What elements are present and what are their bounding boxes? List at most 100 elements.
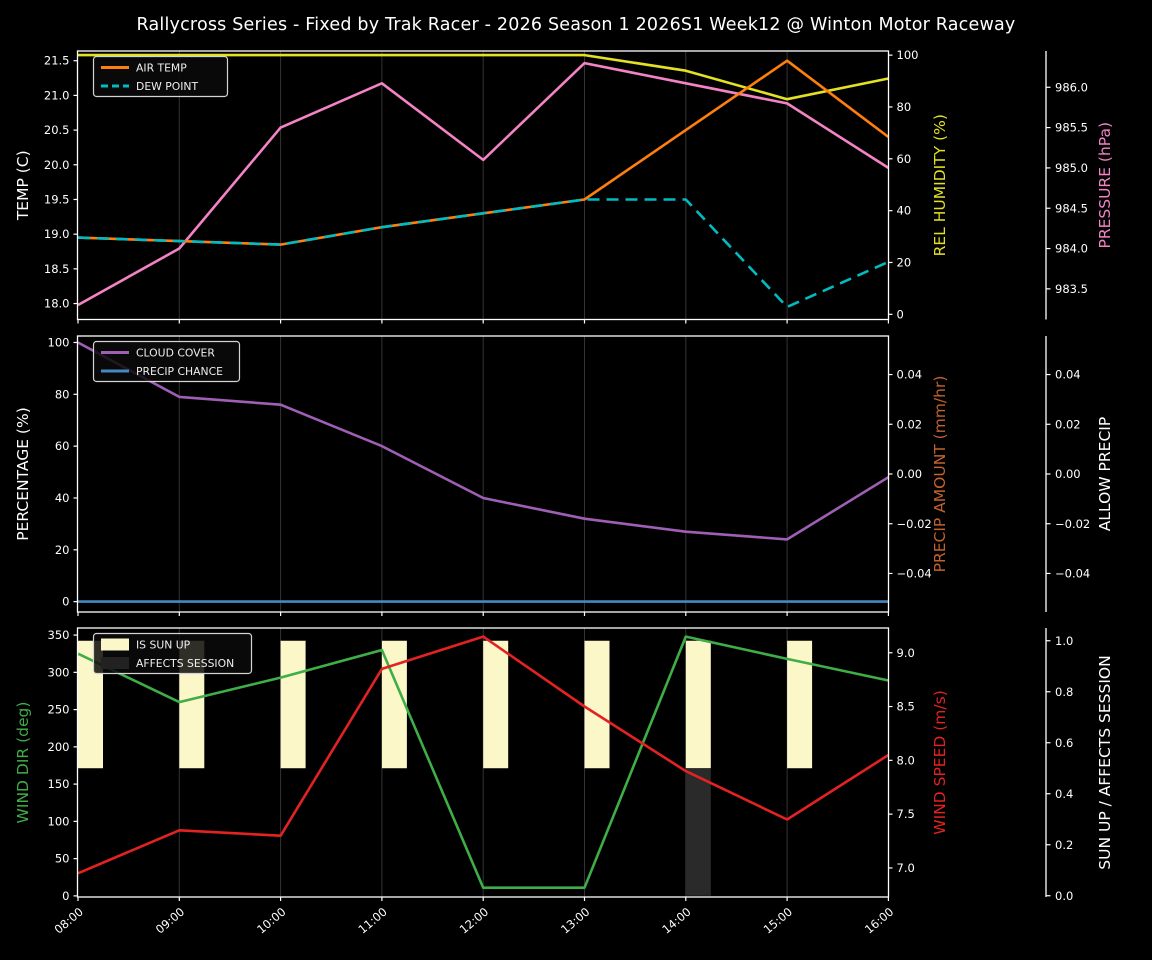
tick-label: 0.02 <box>1055 417 1081 431</box>
legend-box <box>92 632 253 675</box>
tick-label: 40 <box>897 204 912 218</box>
series-dew-point <box>77 198 889 309</box>
tick-label: −0.04 <box>1055 566 1090 580</box>
bar-is-sun-up <box>685 640 711 769</box>
tick-label: −0.04 <box>897 566 932 580</box>
tick-label: 19.0 <box>44 227 70 241</box>
axis-label-sun_session: SUN UP / AFFECTS SESSION <box>1096 655 1114 869</box>
tick-label: 80 <box>897 100 912 114</box>
axis-wind_dir: 350 300 250 200 150 100 50 0 WIND DIR (deg) <box>14 628 78 903</box>
tick-label: 0.04 <box>897 368 923 382</box>
legend-box <box>92 340 241 383</box>
chart-title: Rallycross Series - Fixed by Trak Racer … <box>136 15 1016 35</box>
legend-label-dew-point: DEW POINT <box>136 80 199 93</box>
tick-label: 0.00 <box>1055 467 1081 481</box>
tick-label: 984.5 <box>1055 201 1088 215</box>
series-wind-speed <box>77 635 890 875</box>
tick-label: 20 <box>897 256 912 270</box>
tick-label: 40 <box>55 491 70 505</box>
axis-label-wind_dir: WIND DIR (deg) <box>14 702 32 824</box>
axis-label-pressure: PRESSURE (hPa) <box>1096 122 1114 249</box>
legend-swatch-is-sun-up <box>101 638 129 651</box>
axis-label-precip_amount: PRECIP AMOUNT (mm/hr) <box>931 376 949 573</box>
bar-is-sun-up <box>280 640 306 769</box>
series-pressure <box>77 61 890 307</box>
bar-is-sun-up <box>483 640 509 769</box>
tick-label: 21.0 <box>44 88 70 102</box>
axis-pressure: 986.0 985.5 985.0 984.5 984.0 983.5 PRESSURE (… <box>1045 51 1114 320</box>
series-rel-humidity <box>78 53 889 101</box>
x-axis-labels: 08:00 09:00 10:00 11:00 12:00 13:00 14:00 15:00… <box>52 905 897 937</box>
tick-label: 300 <box>48 665 70 679</box>
axis-allow_precip: 0.04 0.02 0.00 −0.02 −0.04 ALLOW PRECIP <box>1045 336 1114 612</box>
tick-label: 18.0 <box>44 297 70 311</box>
axis-label-percentage: PERCENTAGE (%) <box>14 407 32 541</box>
tick-label: 150 <box>48 777 70 791</box>
axis-label-humidity: REL HUMIDITY (%) <box>931 114 949 256</box>
axis-wind_speed: 9.0 8.5 8.0 7.5 7.0 WIND SPEED (m/s) <box>888 646 949 875</box>
series-affects-session <box>685 768 711 896</box>
axis-label-temp: TEMP (C) <box>14 150 32 221</box>
tick-label: 60 <box>55 439 70 453</box>
tick-label: 100 <box>48 336 70 350</box>
tick-label: 20.5 <box>44 123 70 137</box>
tick-label: 983.5 <box>1055 282 1088 296</box>
gridlines <box>178 51 788 320</box>
x-tick-label: 14:00 <box>659 905 693 937</box>
gridlines <box>178 336 788 612</box>
tick-label: 100 <box>48 814 70 828</box>
tick-label: 0 <box>62 595 69 609</box>
axis-humidity: 100 80 60 40 20 0 REL HUMIDITY (%) <box>888 48 949 321</box>
legend-wind: IS SUN UP AFFECTS SESSION <box>92 632 253 675</box>
legend-label-cloud-cover: CLOUD COVER <box>136 346 215 359</box>
legend-label-air-temp: AIR TEMP <box>136 61 187 74</box>
tick-label: 350 <box>48 628 70 642</box>
tick-label: 18.5 <box>44 262 70 276</box>
axis-sun_session: 1.0 0.8 0.6 0.4 0.2 0.0 SUN UP / AFFECTS SESSI… <box>1045 628 1114 903</box>
tick-label: 100 <box>897 48 919 62</box>
tick-label: 0.2 <box>1055 838 1073 852</box>
tick-label: 250 <box>48 703 70 717</box>
x-tick-label: 10:00 <box>254 905 288 937</box>
tick-label: 985.5 <box>1055 121 1088 135</box>
panel-wind: 350 300 250 200 150 100 50 0 WIND DIR (deg) 9.0 8.… <box>14 627 1114 903</box>
tick-label: 0.0 <box>1055 889 1073 903</box>
tick-label: 9.0 <box>897 646 915 660</box>
x-tick-label: 11:00 <box>355 905 389 937</box>
axis-label-wind_speed: WIND SPEED (m/s) <box>931 690 949 834</box>
axis-percentage: 100 80 60 40 20 0 PERCENTAGE (%) <box>14 336 78 609</box>
x-tick-label: 16:00 <box>862 905 896 937</box>
tick-label: 200 <box>48 740 70 754</box>
axis-label-allow_precip: ALLOW PRECIP <box>1096 417 1114 531</box>
tick-label: 19.5 <box>44 192 70 206</box>
tick-label: −0.02 <box>1055 517 1090 531</box>
tick-label: 0.04 <box>1055 368 1081 382</box>
series-cloud-cover <box>77 341 890 541</box>
legend-precip: CLOUD COVER PRECIP CHANCE <box>92 340 241 383</box>
tick-label: 0.6 <box>1055 736 1073 750</box>
panel-precip: 100 80 60 40 20 0 PERCENTAGE (%) 0.04 0.02 0.00 −0… <box>14 335 1114 616</box>
tick-label: 984.0 <box>1055 242 1088 256</box>
tick-label: 8.5 <box>897 700 915 714</box>
legend-label-affects-session: AFFECTS SESSION <box>136 657 234 670</box>
tick-label: 60 <box>897 152 912 166</box>
series-is-sun-up <box>78 640 813 769</box>
legend-label-is-sun-up: IS SUN UP <box>136 638 191 651</box>
x-tick-label: 12:00 <box>457 905 491 937</box>
tick-label: 8.0 <box>897 753 915 767</box>
tick-label: 0.02 <box>897 417 923 431</box>
tick-label: 1.0 <box>1055 634 1073 648</box>
series-wind-dir <box>77 635 889 890</box>
tick-label: −0.02 <box>897 517 932 531</box>
legend-swatch-affects-session <box>101 657 129 669</box>
bar-is-sun-up <box>584 640 610 769</box>
panel-temperature: 21.5 21.0 20.5 20.0 19.5 19.0 18.5 18.0 TEMP (C)… <box>14 48 1114 324</box>
tick-label: 21.5 <box>44 54 70 68</box>
tick-label: 20.0 <box>44 158 70 172</box>
legend-label-precip-chance: PRECIP CHANCE <box>136 365 223 378</box>
tick-label: 7.0 <box>897 861 915 875</box>
tick-label: 985.0 <box>1055 161 1088 175</box>
